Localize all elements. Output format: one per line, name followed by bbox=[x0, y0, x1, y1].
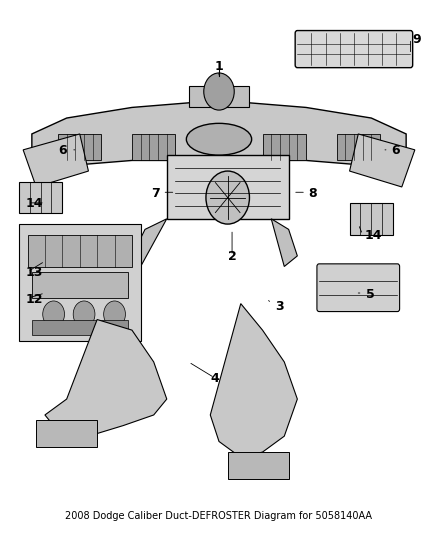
Polygon shape bbox=[23, 134, 88, 187]
Bar bbox=[228, 452, 289, 479]
Text: 8: 8 bbox=[308, 187, 317, 200]
Text: 3: 3 bbox=[276, 300, 284, 313]
Text: 6: 6 bbox=[391, 144, 399, 157]
Polygon shape bbox=[271, 219, 297, 266]
Text: 13: 13 bbox=[25, 266, 42, 279]
Bar bbox=[19, 182, 62, 214]
Polygon shape bbox=[350, 134, 415, 187]
FancyBboxPatch shape bbox=[317, 264, 399, 312]
Bar bbox=[262, 134, 306, 160]
Bar bbox=[32, 272, 127, 298]
Bar bbox=[28, 235, 132, 266]
Text: 12: 12 bbox=[25, 293, 43, 306]
Bar bbox=[336, 134, 380, 160]
Ellipse shape bbox=[186, 123, 252, 155]
FancyBboxPatch shape bbox=[295, 30, 413, 68]
Bar bbox=[350, 203, 393, 235]
Text: 2: 2 bbox=[228, 251, 237, 263]
Circle shape bbox=[206, 171, 250, 224]
Bar bbox=[36, 420, 97, 447]
Text: 5: 5 bbox=[366, 288, 375, 301]
Text: 6: 6 bbox=[58, 144, 67, 157]
Text: 4: 4 bbox=[210, 373, 219, 385]
Text: 14: 14 bbox=[365, 229, 382, 242]
Circle shape bbox=[43, 301, 64, 327]
Circle shape bbox=[204, 73, 234, 110]
Text: 14: 14 bbox=[25, 197, 43, 211]
Polygon shape bbox=[132, 219, 167, 266]
Polygon shape bbox=[32, 102, 406, 166]
Text: 7: 7 bbox=[152, 187, 160, 200]
Bar bbox=[58, 134, 102, 160]
Bar bbox=[188, 86, 250, 108]
Polygon shape bbox=[45, 319, 167, 436]
Text: 1: 1 bbox=[215, 60, 223, 72]
Circle shape bbox=[104, 301, 125, 327]
Text: 9: 9 bbox=[413, 33, 421, 46]
Bar bbox=[19, 224, 141, 341]
Text: 2008 Dodge Caliber Duct-DEFROSTER Diagram for 5058140AA: 2008 Dodge Caliber Duct-DEFROSTER Diagra… bbox=[66, 511, 372, 521]
Bar bbox=[167, 155, 289, 219]
Circle shape bbox=[73, 301, 95, 327]
Bar bbox=[32, 319, 127, 335]
Polygon shape bbox=[210, 304, 297, 457]
Bar bbox=[132, 134, 176, 160]
